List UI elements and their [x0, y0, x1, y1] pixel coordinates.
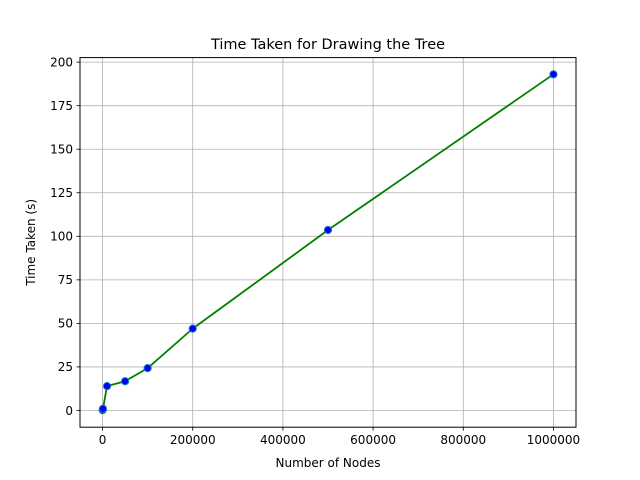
x-tick-label: 400000 — [260, 433, 306, 447]
data-point — [323, 225, 333, 235]
data-point — [102, 381, 112, 391]
data-point — [98, 404, 108, 413]
data-point — [120, 377, 130, 386]
y-tick-label: 100 — [50, 230, 73, 244]
y-axis-label: Time Taken (s) — [24, 199, 38, 287]
y-tick-label: 175 — [50, 99, 73, 113]
grid — [80, 57, 576, 428]
y-tick-label: 200 — [50, 55, 73, 69]
y-tick-label: 50 — [58, 317, 73, 331]
y-tick-label: 75 — [58, 273, 73, 287]
y-tick-label: 150 — [50, 143, 73, 157]
y-tick-label: 125 — [50, 186, 73, 200]
x-tick-label: 1000000 — [527, 433, 580, 447]
data-point — [188, 324, 197, 333]
series-line — [101, 73, 554, 411]
x-tick-label: 200000 — [170, 433, 216, 447]
chart-title: Time Taken for Drawing the Tree — [210, 37, 445, 53]
data-point — [549, 70, 558, 79]
x-axis-label: Number of Nodes — [276, 456, 381, 470]
x-tick-label: 0 — [99, 433, 107, 447]
plot-frame — [79, 57, 577, 428]
series-layer — [98, 70, 558, 415]
x-tick-label: 600000 — [350, 433, 396, 447]
data-point — [143, 364, 152, 373]
x-tick-label: 800000 — [440, 433, 486, 447]
y-tick-label: 25 — [58, 360, 73, 374]
axis-ticks: 0 200000 400000 600000 800000 1000000 0 25 50 75 1… — [50, 55, 580, 447]
y-tick-label: 0 — [65, 404, 73, 418]
